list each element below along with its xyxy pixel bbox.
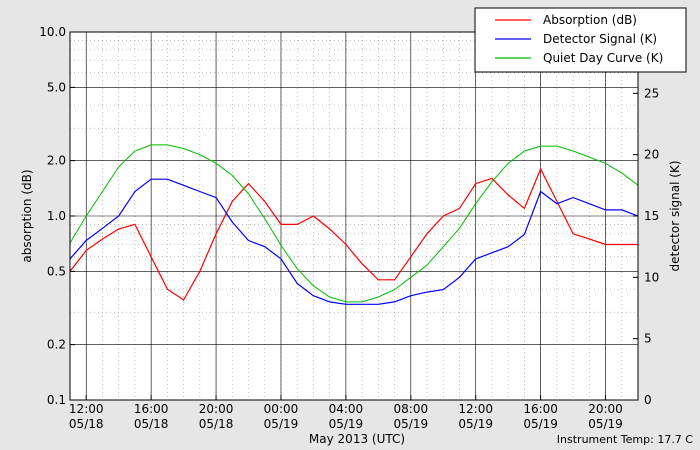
x-tick-label-time: 08:00 [394, 402, 429, 416]
y-axis-label-right: detector signal (K) [668, 160, 682, 271]
y-tick-label-left: 0.2 [47, 338, 66, 352]
x-tick-label-date: 05/18 [69, 417, 104, 431]
x-axis-label: May 2013 (UTC) [309, 432, 405, 446]
y-tick-label-right: 25 [644, 86, 659, 100]
x-tick-label-time: 00:00 [264, 402, 299, 416]
y-tick-label-left: 5.0 [47, 80, 66, 94]
legend-entry: Detector Signal (K) [543, 32, 657, 46]
major-grid [70, 31, 638, 401]
x-tick-label-date: 05/19 [394, 417, 429, 431]
legend-entry: Quiet Day Curve (K) [543, 51, 663, 65]
y-tick-label-left: 0.5 [47, 264, 66, 278]
y-tick-label-right: 10 [644, 270, 659, 284]
x-tick-label-time: 20:00 [588, 402, 623, 416]
series-line-1 [69, 167, 638, 301]
y-tick-label-right: 20 [644, 148, 659, 162]
x-tick-label-time: 20:00 [199, 402, 234, 416]
x-tick-label-date: 05/19 [588, 417, 623, 431]
y-axis-label-left: absorption (dB) [20, 169, 34, 262]
y-tick-label-left: 10.0 [39, 25, 66, 39]
instrument-temp: Instrument Temp: 17.7 C [557, 433, 694, 446]
x-tick-label-date: 05/19 [264, 417, 299, 431]
legend-entry: Absorption (dB) [543, 13, 637, 27]
y-tick-label-left: 0.1 [47, 393, 66, 407]
x-tick-label-time: 12:00 [69, 402, 104, 416]
series-line-3 [69, 144, 639, 303]
y-tick-label-right: 0 [644, 393, 652, 407]
x-tick-label-time: 16:00 [523, 402, 558, 416]
legend: Absorption (dB) Detector Signal (K) Quiet … [474, 7, 687, 73]
ticks-layer: 12:0005/1816:0005/1820:0005/1800:0005/19… [39, 25, 659, 431]
y-tick-label-left: 1.0 [47, 209, 66, 223]
legend-box [474, 7, 687, 73]
x-tick-label-date: 05/19 [329, 417, 364, 431]
x-tick-label-date: 05/18 [199, 417, 234, 431]
x-tick-label-time: 16:00 [134, 402, 169, 416]
x-tick-label-date: 05/19 [458, 417, 493, 431]
y-tick-label-right: 5 [644, 332, 652, 346]
x-tick-label-date: 05/18 [134, 417, 169, 431]
y-tick-label-left: 2.0 [47, 154, 66, 168]
series-line-2 [69, 178, 639, 305]
y-tick-label-right: 15 [644, 209, 659, 223]
x-tick-label-date: 05/19 [523, 417, 558, 431]
x-tick-label-time: 12:00 [458, 402, 493, 416]
series-layer [69, 144, 639, 305]
x-tick-label-time: 04:00 [329, 402, 364, 416]
